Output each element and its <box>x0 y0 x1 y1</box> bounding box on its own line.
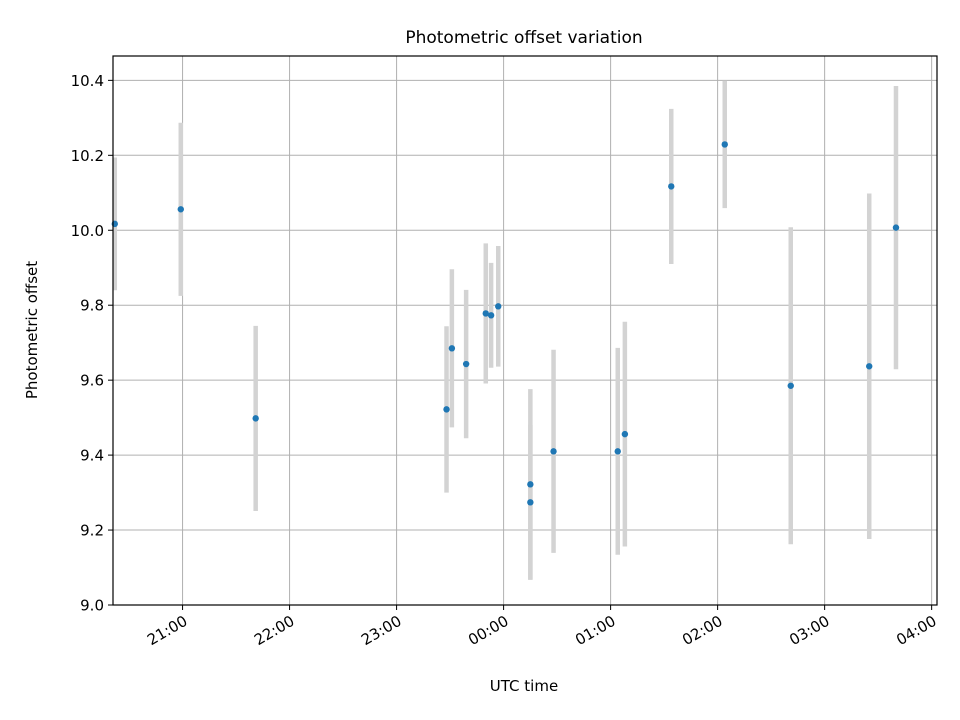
x-axis-label: UTC time <box>490 677 558 695</box>
y-tick-label: 9.4 <box>80 447 104 465</box>
data-point <box>443 406 450 413</box>
y-axis-ticks: 9.0 9.2 9.4 9.6 9.8 10.0 10.2 10.4 <box>71 72 113 615</box>
data-point <box>527 499 534 506</box>
data-points <box>111 141 900 506</box>
data-point <box>550 448 557 455</box>
chart-title: Photometric offset variation <box>405 28 642 48</box>
data-point <box>614 448 621 455</box>
data-point <box>482 310 489 317</box>
data-point <box>252 415 259 422</box>
plot-area-frame <box>112 55 938 606</box>
data-point <box>721 141 728 148</box>
data-point <box>527 481 534 488</box>
data-point <box>448 345 456 352</box>
y-tick-label: 9.8 <box>80 297 104 315</box>
data-point <box>462 360 470 368</box>
data-point <box>668 183 675 190</box>
y-tick-label: 9.6 <box>80 372 104 390</box>
data-point <box>495 303 502 310</box>
y-tick-label: 10.4 <box>71 72 104 90</box>
y-tick-label: 10.0 <box>71 222 104 240</box>
grid <box>113 56 937 606</box>
y-tick-label: 10.2 <box>71 147 104 165</box>
data-point <box>177 206 184 213</box>
data-point <box>892 224 900 231</box>
data-point <box>621 430 629 438</box>
y-tick-label: 9.0 <box>80 597 104 615</box>
data-point <box>787 382 794 389</box>
y-axis-label: Photometric offset <box>23 261 41 399</box>
y-tick-label: 9.2 <box>80 522 104 540</box>
data-point <box>866 363 873 370</box>
data-point <box>487 312 495 319</box>
